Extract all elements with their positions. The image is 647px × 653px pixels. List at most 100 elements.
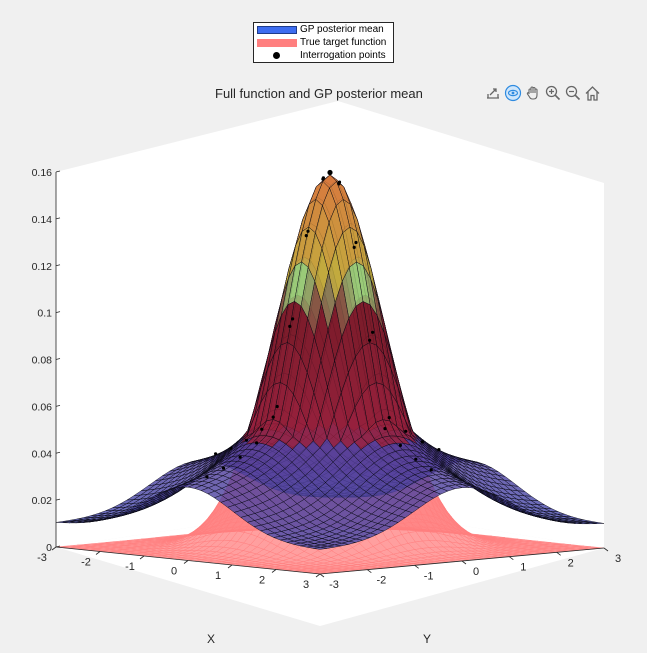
- interrogation-point: [352, 245, 356, 249]
- interrogation-point: [244, 438, 248, 442]
- pan-icon[interactable]: [523, 83, 542, 103]
- y-tick-label: 1: [520, 562, 526, 574]
- gp-posterior-surface: [55, 174, 605, 550]
- z-tick: [55, 404, 61, 407]
- z-tick: [55, 498, 61, 501]
- x-tick: [271, 569, 277, 573]
- z-tick: [55, 264, 61, 267]
- y-axis-label: Y: [423, 632, 431, 646]
- interrogation-point: [404, 429, 408, 433]
- z-tick: [55, 217, 61, 220]
- interrogation-point: [398, 443, 402, 447]
- z-tick-label: 0.1: [37, 308, 52, 320]
- z-tick-label: 0.06: [32, 401, 53, 413]
- surface-plot[interactable]: [55, 169, 605, 575]
- z-tick-label: 0.16: [32, 167, 53, 179]
- interrogation-point: [387, 416, 391, 420]
- interrogation-point: [304, 234, 308, 238]
- legend[interactable]: GP posterior mean True target function I…: [253, 22, 394, 63]
- gp-surface-patch: [313, 547, 328, 550]
- interrogation-points: [205, 169, 441, 479]
- interrogation-point: [327, 169, 333, 176]
- z-tick: [55, 311, 61, 314]
- legend-label: GP posterior mean: [300, 24, 384, 35]
- z-tick-label: 0.12: [32, 261, 53, 273]
- legend-item-interrogation-points: Interrogation points: [254, 50, 393, 62]
- z-tick-label: 0: [46, 542, 52, 554]
- x-tick: [183, 560, 189, 564]
- z-tick: [55, 170, 61, 173]
- interrogation-point: [288, 324, 292, 328]
- home-icon[interactable]: [583, 83, 602, 103]
- x-tick-label: -1: [125, 561, 135, 573]
- interrogation-point: [271, 415, 275, 419]
- interrogation-point: [429, 468, 433, 472]
- y-tick-label: -1: [424, 570, 434, 582]
- y-tick: [509, 556, 514, 560]
- interrogation-point: [260, 427, 264, 431]
- legend-item-gp-mean: GP posterior mean: [254, 24, 393, 36]
- interrogation-point: [238, 455, 242, 459]
- legend-label: True target function: [300, 37, 387, 48]
- interrogation-point: [354, 240, 358, 245]
- interrogation-point: [368, 338, 372, 342]
- legend-label: Interrogation points: [300, 50, 386, 61]
- export-icon[interactable]: [483, 83, 502, 103]
- interrogation-point: [205, 475, 209, 479]
- interrogation-point: [255, 441, 259, 445]
- z-tick-label: 0.08: [32, 355, 53, 367]
- y-tick-label: -2: [376, 575, 386, 587]
- x-tick-label: 3: [303, 579, 309, 591]
- legend-swatch-red: [257, 39, 297, 47]
- interrogation-point: [275, 404, 279, 409]
- interrogation-point: [321, 177, 325, 181]
- y-tick-label: 3: [615, 553, 621, 565]
- z-tick-label: 0.14: [32, 214, 53, 226]
- legend-swatch-blue: [257, 26, 297, 34]
- interrogation-point: [414, 457, 418, 461]
- rotate-3d-icon[interactable]: [503, 83, 522, 103]
- x-axis-label: X: [207, 632, 215, 646]
- y-tick: [603, 547, 609, 552]
- chart-title: Full function and GP posterior mean: [215, 86, 423, 101]
- interrogation-point: [437, 448, 441, 452]
- x-tick: [315, 573, 321, 578]
- legend-marker-dot: [273, 52, 280, 59]
- y-tick-label: 2: [568, 557, 574, 569]
- legend-item-true-function: True target function: [254, 37, 393, 49]
- axes: -3 -2 -1 0 1 2 3 X -3 -2 -1 0 1 2 3 Y 0 0.02 0.04 0.06 0.08 0…: [32, 167, 622, 646]
- interrogation-point: [229, 446, 233, 450]
- x-tick-label: 0: [171, 566, 177, 578]
- x-tick-label: -2: [81, 557, 91, 569]
- interrogation-point: [383, 427, 387, 431]
- y-tick-label: 0: [473, 566, 479, 578]
- x-tick: [227, 564, 233, 569]
- axes-toolbar: [483, 83, 602, 103]
- x-tick: [51, 546, 57, 551]
- x-tick: [95, 551, 101, 555]
- y-tick: [367, 569, 372, 573]
- x-tick-label: 2: [259, 575, 265, 587]
- x-tick-label: 1: [215, 570, 221, 582]
- x-tick: [139, 555, 145, 560]
- y-tick: [556, 552, 561, 556]
- interrogation-point: [291, 317, 295, 321]
- interrogation-point: [337, 180, 342, 184]
- zoom-out-icon[interactable]: [563, 83, 582, 103]
- x-tick-label: -3: [37, 552, 47, 564]
- zoom-in-icon[interactable]: [543, 83, 562, 103]
- z-tick: [55, 358, 61, 360]
- z-tick: [55, 545, 61, 548]
- y-tick: [461, 560, 467, 565]
- y-tick-label: -3: [329, 579, 339, 591]
- y-tick: [414, 565, 419, 569]
- interrogation-point: [214, 452, 218, 456]
- interrogation-point: [221, 466, 226, 470]
- interrogation-point: [420, 440, 424, 444]
- z-tick: [55, 451, 61, 454]
- y-tick: [319, 573, 325, 578]
- interrogation-point: [371, 330, 375, 334]
- interrogation-point: [306, 229, 310, 233]
- z-tick-label: 0.02: [32, 495, 53, 507]
